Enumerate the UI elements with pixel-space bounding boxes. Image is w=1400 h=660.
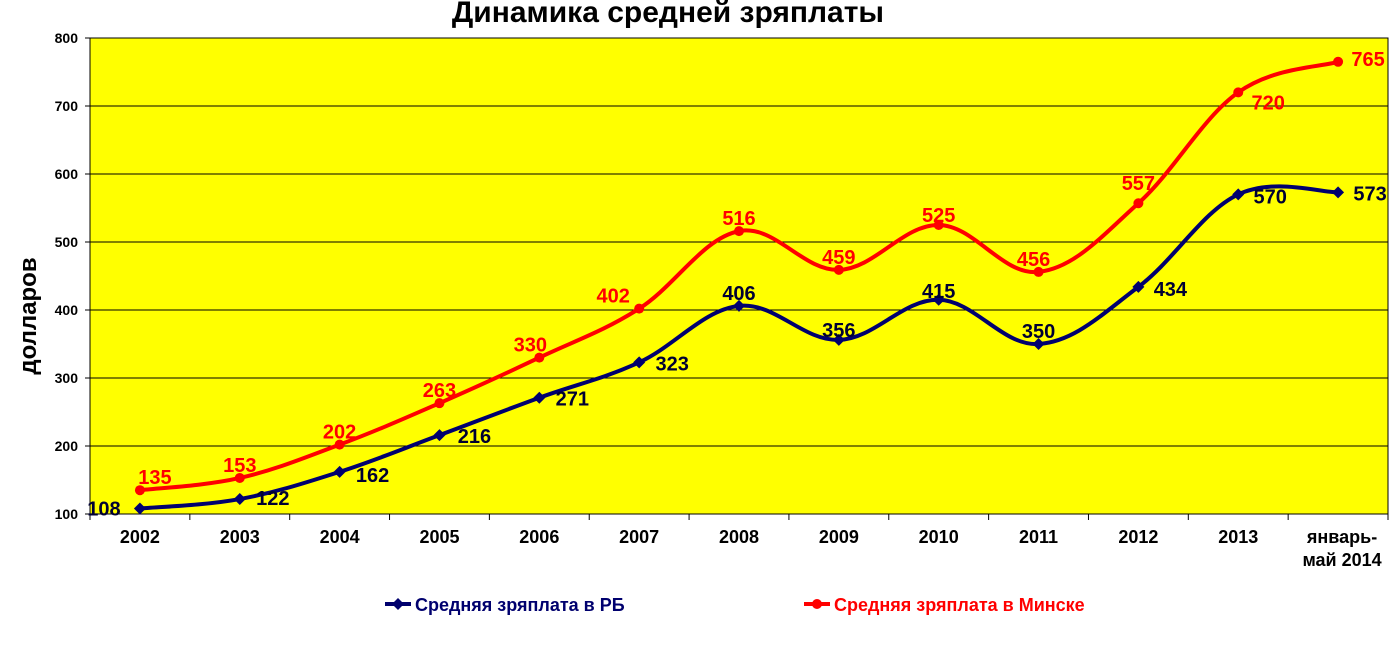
data-label: 406 <box>722 283 755 305</box>
data-label: 271 <box>556 389 589 411</box>
data-label: 765 <box>1351 49 1384 71</box>
y-tick-label: 800 <box>55 30 79 46</box>
x-tick-label: 2002 <box>120 527 160 547</box>
x-tick-label: 2011 <box>1019 527 1058 547</box>
data-point <box>233 493 246 506</box>
legend-label: Средняя зряплата в РБ <box>415 595 625 615</box>
data-point <box>533 391 546 404</box>
y-axis-label: долларов <box>15 257 42 374</box>
data-point <box>1233 87 1244 98</box>
data-point <box>634 303 645 314</box>
y-tick-label: 400 <box>55 302 79 318</box>
data-point <box>433 429 446 442</box>
data-label: 570 <box>1254 186 1287 208</box>
data-point <box>1232 188 1245 201</box>
data-label: 459 <box>822 247 855 269</box>
x-tick-label: 2012 <box>1118 527 1158 547</box>
data-point <box>534 352 545 363</box>
plot-area <box>89 37 1389 515</box>
x-tick-label: 2008 <box>719 527 759 547</box>
data-label: 356 <box>822 320 855 342</box>
data-point <box>1033 266 1044 277</box>
data-labels: 108 122 162 216 271 323 406 356 415 350 434 570 573 1… <box>87 49 1387 521</box>
data-label: 153 <box>223 455 256 477</box>
data-label: 434 <box>1154 279 1188 301</box>
data-label: 162 <box>356 465 389 487</box>
data-point <box>334 439 345 450</box>
y-tick-label: 100 <box>55 506 79 522</box>
data-point <box>134 485 145 496</box>
data-label: 350 <box>1022 321 1055 343</box>
x-tick-label: 2007 <box>619 527 659 547</box>
legend-marker <box>392 598 404 610</box>
legend: Средняя зряплата в РБ Средняя зряплата в … <box>385 595 1085 615</box>
data-label: 108 <box>87 499 120 521</box>
legend-label: Средняя зряплата в Минске <box>834 595 1085 615</box>
data-label: 263 <box>423 380 456 402</box>
data-point <box>833 264 844 275</box>
data-label: 525 <box>922 205 955 227</box>
x-tick-label: 2005 <box>419 527 459 547</box>
data-label: 216 <box>458 426 491 448</box>
series-layer <box>133 56 1345 515</box>
data-label: 135 <box>138 467 171 489</box>
data-label: 573 <box>1353 183 1386 205</box>
data-point <box>133 502 146 515</box>
data-point <box>333 465 346 478</box>
x-tick-label: 2003 <box>220 527 260 547</box>
data-label: 330 <box>514 335 547 357</box>
data-point <box>1333 56 1344 67</box>
data-label: 557 <box>1122 173 1155 195</box>
data-label: 415 <box>922 281 955 303</box>
data-label: 202 <box>323 422 356 444</box>
data-label: 516 <box>722 208 755 230</box>
y-tick-label: 300 <box>55 370 79 386</box>
data-label: 323 <box>655 353 688 375</box>
x-tick-label: 2009 <box>819 527 859 547</box>
x-tick-label: 2004 <box>320 527 360 547</box>
data-point <box>1132 280 1145 293</box>
x-tick-label: 2006 <box>519 527 559 547</box>
series-minsk <box>134 56 1344 496</box>
x-tick-label: 2010 <box>919 527 959 547</box>
data-point <box>733 299 745 312</box>
y-axis-ticks: 100 200 300 400 500 600 700 800 <box>55 30 90 522</box>
y-tick-label: 600 <box>55 166 79 182</box>
data-point <box>734 226 744 237</box>
series-rb <box>133 184 1345 515</box>
data-point <box>633 356 646 369</box>
data-point <box>234 472 245 483</box>
data-label: 122 <box>256 488 289 510</box>
data-label: 456 <box>1017 249 1050 271</box>
y-tick-label: 500 <box>55 234 79 250</box>
data-point <box>1332 186 1345 199</box>
data-point <box>1133 198 1144 209</box>
x-tick-label: 2013 <box>1218 527 1258 547</box>
legend-item-rb: Средняя зряплата в РБ <box>385 595 625 615</box>
data-point <box>832 333 845 346</box>
y-tick-label: 200 <box>55 438 79 454</box>
data-point <box>932 293 945 306</box>
y-tick-label: 700 <box>55 98 79 114</box>
data-point <box>933 220 944 230</box>
data-label: 720 <box>1252 92 1285 114</box>
chart-title: Динамика средней зряплаты <box>452 0 884 29</box>
data-point <box>434 398 445 409</box>
legend-marker <box>812 599 822 609</box>
data-label: 402 <box>596 286 629 308</box>
x-axis-ticks: 2002 2003 2004 2005 2006 2007 2008 2009 2010 2011… <box>89 514 1389 570</box>
x-tick-label: январь-май 2014 <box>1302 527 1381 570</box>
legend-item-minsk: Средняя зряплата в Минске <box>804 595 1085 615</box>
data-point <box>1032 338 1045 350</box>
